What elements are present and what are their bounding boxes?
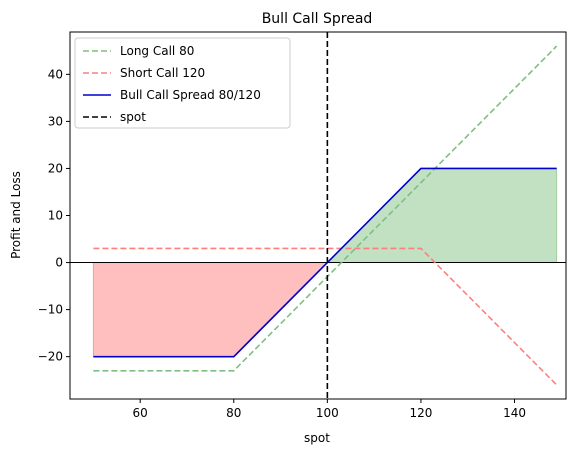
x-tick-label: 100 <box>316 406 339 420</box>
x-tick-label: 140 <box>503 406 526 420</box>
x-tick-label: 80 <box>226 406 241 420</box>
legend-label-bull-call-spread-80-120: Bull Call Spread 80/120 <box>120 88 261 102</box>
short-call-120-line <box>93 247 558 386</box>
legend-box <box>74 37 291 129</box>
chart-legend: Long Call 80 Short Call 120 Bull Call Spre… <box>74 37 291 129</box>
legend-label-short-call-120: Short Call 120 <box>120 66 205 80</box>
long-call-80-line <box>93 45 558 372</box>
x-tick-label: 60 <box>133 406 148 420</box>
legend-label-spot: spot <box>120 110 146 124</box>
x-axis-label: spot <box>304 431 330 445</box>
chart-title: Bull Call Spread <box>262 11 373 27</box>
y-tick-label: 30 <box>48 114 63 128</box>
y-tick-label: 10 <box>48 209 63 223</box>
y-tick-label: 0 <box>55 256 63 270</box>
y-tick-label: −20 <box>38 350 63 364</box>
legend-label-long-call-80: Long Call 80 <box>120 44 194 58</box>
y-tick-label: 20 <box>48 161 63 175</box>
y-tick-label: −10 <box>38 303 63 317</box>
y-axis-label: Profit and Loss <box>9 171 23 259</box>
x-tick-label: 120 <box>409 406 432 420</box>
y-tick-label: 40 <box>48 67 63 81</box>
